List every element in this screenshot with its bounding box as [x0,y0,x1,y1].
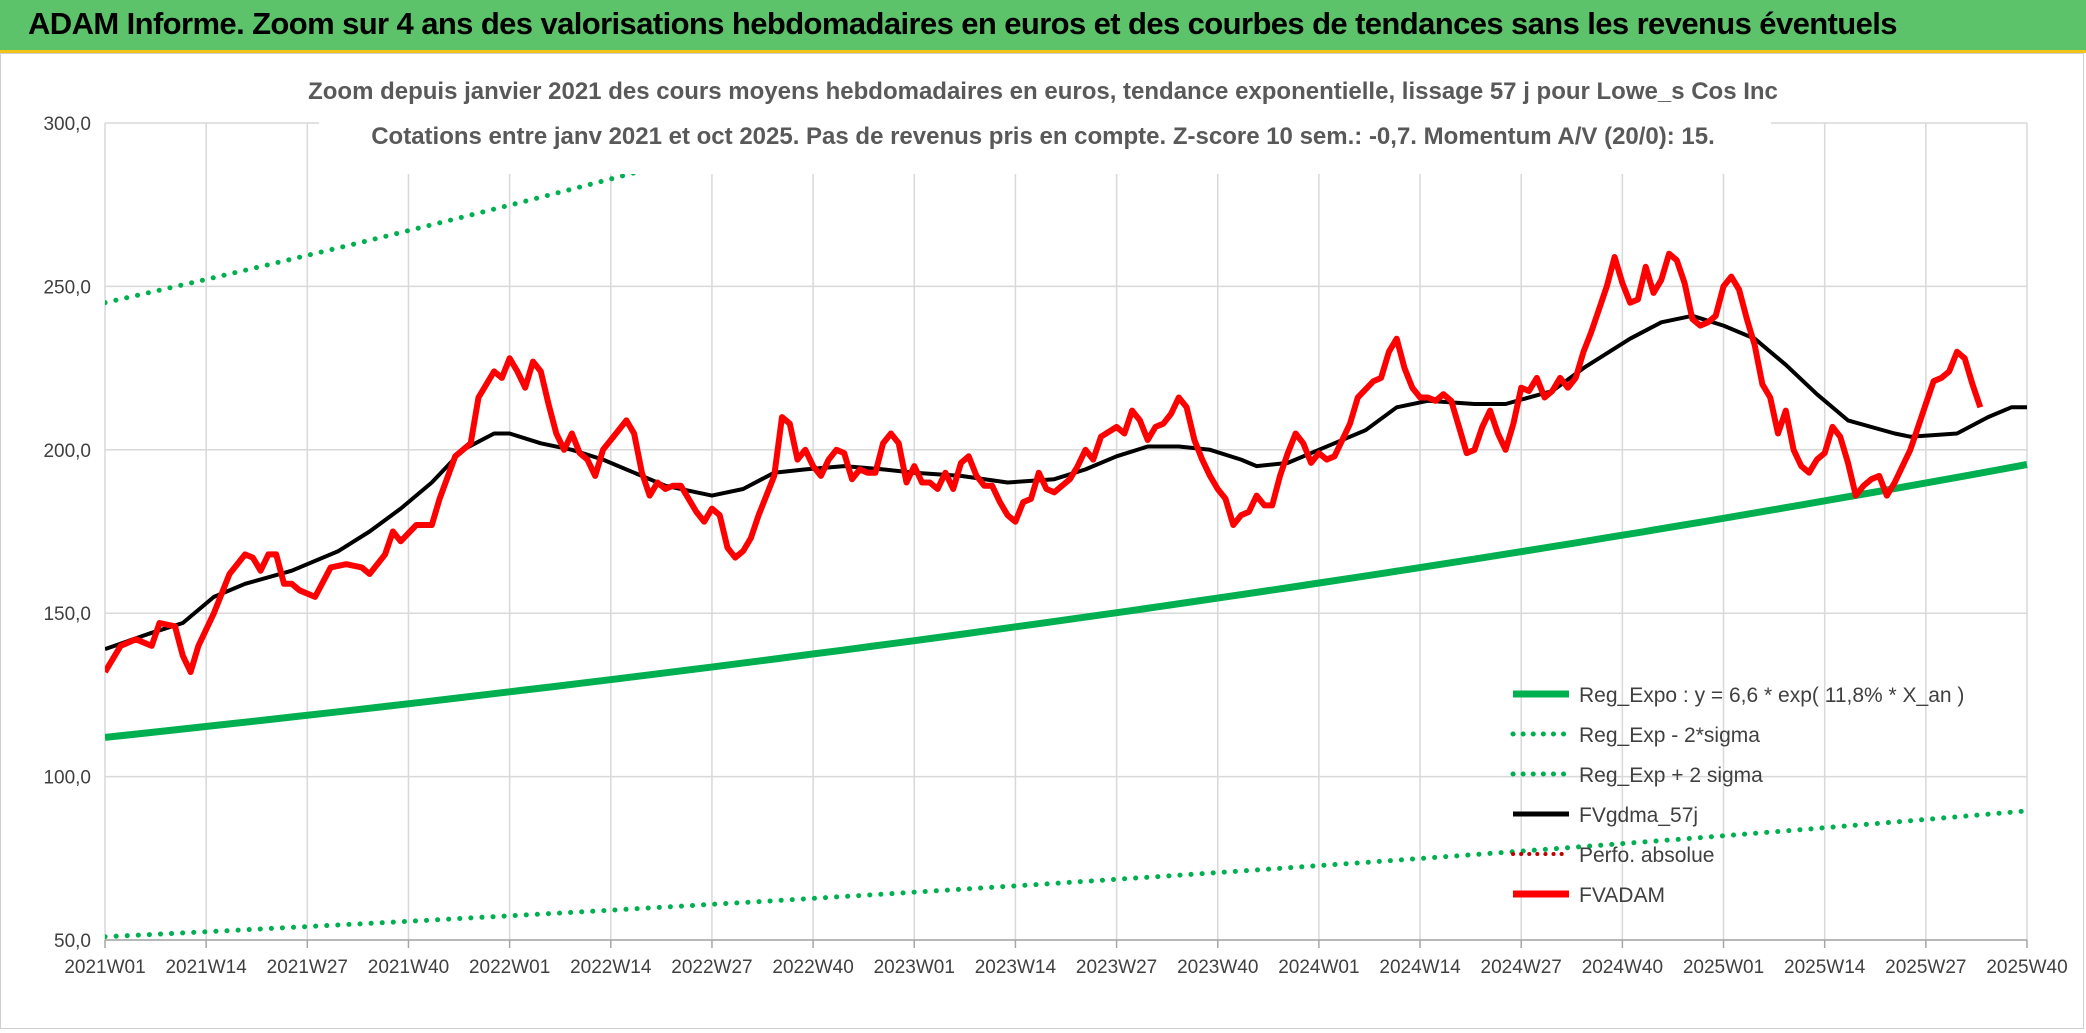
chart-subtitle: Cotations entre janv 2021 et oct 2025. P… [371,123,1715,150]
legend-label: Perfo. absolue [1579,844,1714,867]
x-tick-label: 2021W40 [368,957,449,978]
lower-band-line [105,808,2030,940]
trend-chart: 300,0 250,0 200,0 150,0 100,0 50,0 2021W01 2021… [43,62,2068,978]
report-title: ADAM Informe. Zoom sur 4 ans des valoris… [28,6,1898,41]
x-tick-label: 2022W27 [671,957,752,978]
x-tick-label: 2024W40 [1582,957,1663,978]
x-tick-label: 2023W27 [1076,957,1157,978]
chart-title: Zoom depuis janvier 2021 des cours moyen… [308,78,1778,105]
legend-regression: Reg_Expo : y = 6,6 * exp( 11,8% * X_an ) [1513,684,1964,707]
regression-line [105,461,2028,741]
price-line [105,250,1984,675]
x-tick-label: 2025W14 [1784,957,1866,978]
y-tick-label: 300,0 [43,114,91,135]
legend-price: FVADAM [1513,884,1665,907]
y-tick-label: 100,0 [43,768,91,789]
x-tick-label: 2023W40 [1177,957,1258,978]
x-tick-label: 2022W40 [772,957,853,978]
x-tick-label: 2023W01 [874,957,955,978]
x-tick-label: 2021W27 [267,957,348,978]
series-lines [105,163,2030,940]
legend-perf: Perfo. absolue [1511,844,1714,867]
x-tick-label: 2022W14 [570,957,652,978]
x-tick-label: 2025W40 [1986,957,2067,978]
legend-label: FVgdma_57j [1579,804,1698,827]
title-background [319,62,1771,174]
legend-label: Reg_Exp + 2 sigma [1579,764,1763,787]
x-tick-label: 2025W27 [1885,957,1966,978]
legend-label: Reg_Expo : y = 6,6 * exp( 11,8% * X_an ) [1579,684,1964,707]
x-tick-label: 2024W27 [1481,957,1562,978]
x-tick-label: 2025W01 [1683,957,1764,978]
y-tick-label: 250,0 [43,277,91,298]
axes: 300,0 250,0 200,0 150,0 100,0 50,0 2021W01 2021… [43,114,2067,978]
x-tick-label: 2022W01 [469,957,550,978]
legend-upper-band: Reg_Exp + 2 sigma [1510,764,1763,787]
y-tick-label: 150,0 [43,604,91,625]
x-tick-label: 2021W01 [64,957,145,978]
y-tick-label: 200,0 [43,441,91,462]
y-tick-label: 50,0 [54,931,91,952]
x-tick-label: 2024W14 [1379,957,1461,978]
legend-label: Reg_Exp - 2*sigma [1579,724,1760,747]
header-banner: ADAM Informe. Zoom sur 4 ans des valoris… [0,0,2086,53]
x-tick-label: 2023W14 [975,957,1057,978]
legend: Reg_Expo : y = 6,6 * exp( 11,8% * X_an )… [1510,684,1964,907]
chart-frame: 300,0 250,0 200,0 150,0 100,0 50,0 2021W01 2021… [0,53,2084,1029]
x-tick-label: 2021W14 [165,957,247,978]
legend-smoothed: FVgdma_57j [1513,804,1698,827]
legend-label: FVADAM [1579,884,1665,907]
x-tick-label: 2024W01 [1278,957,1359,978]
legend-lower-band: Reg_Exp - 2*sigma [1510,724,1760,747]
